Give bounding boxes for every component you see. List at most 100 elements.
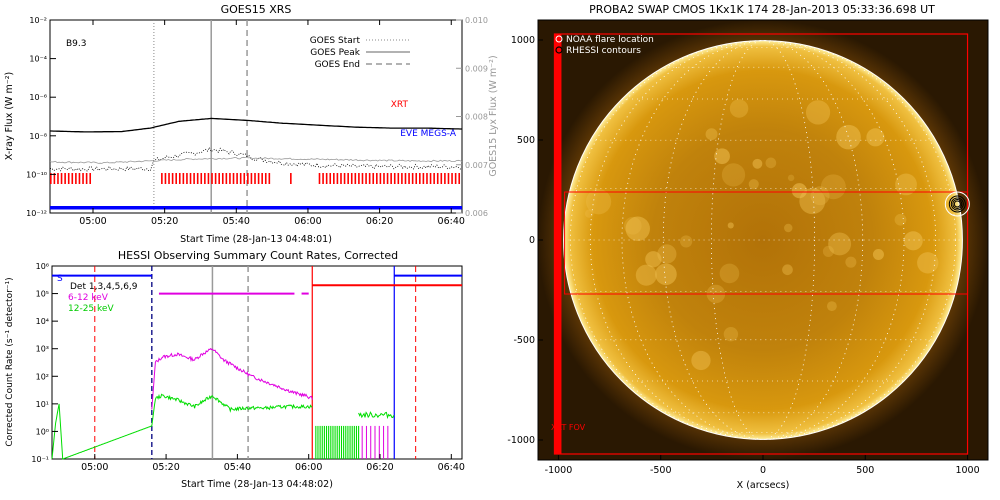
- sun-active-region: [719, 263, 740, 284]
- goes-legend-start: GOES Start: [310, 36, 361, 46]
- hessi-y-tick-label: 10¹: [36, 400, 49, 409]
- goes-class-label: B9.3: [66, 39, 87, 49]
- goes-xrt-bar-3: [426, 173, 428, 184]
- goes-xrt-bar-1: [268, 173, 271, 184]
- goes-xrt-bar-3: [401, 173, 403, 184]
- sun-active-region: [584, 209, 594, 218]
- goes-x-tick-label: 06:40: [438, 216, 465, 227]
- goes-xrt-bar-3: [383, 173, 385, 184]
- goes-y-ticks: 10⁻¹² 10⁻¹⁰ 10⁻⁸ 10⁻⁶ 10⁻⁴ 10⁻²: [26, 16, 56, 218]
- goes-panel: GOES15 XRS B9.3 GOES Start GOES Peak GOE…: [4, 3, 499, 245]
- goes-y-tick-label: 10⁻¹⁰: [26, 170, 47, 179]
- sun-active-region: [836, 124, 861, 150]
- hessi-xlabel: Start Time (28-Jan-13 04:48:02): [181, 479, 333, 490]
- goes-xrt-bar-0: [64, 173, 66, 184]
- rhessi-contour: [953, 200, 961, 208]
- goes-xrt-bar-1: [232, 173, 235, 184]
- hessi-series-0: [151, 347, 313, 410]
- goes-xrt-bar-1: [239, 173, 242, 184]
- sun-active-region: [787, 174, 795, 182]
- hessi-legend-6-12: 6-12 keV: [68, 293, 109, 303]
- goes-xrt-bar-3: [440, 173, 443, 184]
- goes-eve-bar-0: [50, 206, 462, 210]
- goes-xrt-bar-1: [236, 173, 238, 184]
- goes-xrt-bar-1: [207, 173, 210, 184]
- sun-active-region: [714, 148, 730, 165]
- sun-active-region: [721, 163, 746, 187]
- sun-active-region: [625, 216, 650, 241]
- goes-xrt-bar-3: [454, 173, 457, 184]
- sun-longitude-line: [589, 40, 937, 440]
- goes-xrt-bar-1: [171, 173, 174, 184]
- goes-xrt-bar-0: [75, 173, 77, 184]
- goes-xrt-label: XRT: [391, 100, 409, 110]
- sun-longitude-line: [711, 40, 815, 440]
- noaa-flare-marker: [944, 191, 970, 217]
- swap-legend-noaa: NOAA flare location: [566, 35, 654, 45]
- rhessi-contour: [950, 197, 964, 211]
- swap-legend-rhessi: RHESSI contours: [566, 46, 641, 56]
- sun-active-region: [866, 128, 885, 147]
- swap-xlabel: X (arcsecs): [737, 480, 790, 491]
- goes-xrt-bar-3: [447, 173, 450, 184]
- goes-xrt-bar-3: [451, 173, 453, 184]
- sun-active-region: [723, 326, 739, 342]
- hessi-y-tick-label: 10⁻¹: [31, 455, 49, 464]
- goes-content: [49, 20, 463, 213]
- goes-x-tick-label: 06:00: [294, 216, 321, 227]
- swap-xrt-fov-label: XRT FOV: [551, 423, 586, 432]
- hessi-ylabel: Corrected Count Rate (s⁻¹ detector⁻¹): [5, 277, 15, 446]
- goes-legend-peak: GOES Peak: [310, 48, 360, 58]
- swap-x-tick-label: 500: [856, 465, 874, 476]
- goes-y-tick-label: 10⁻¹²: [26, 209, 47, 218]
- goes-xrt-bar-1: [214, 173, 217, 184]
- hessi-y-tick-label: 10³: [36, 345, 49, 354]
- sun-longitude-line: [570, 40, 956, 440]
- swap-image: [538, 20, 988, 460]
- sun-active-region: [727, 222, 734, 229]
- goes-y-tick-right-label: 0.009: [465, 64, 488, 73]
- sun-active-region: [752, 158, 763, 169]
- goes-xrt-bar-2: [290, 173, 292, 184]
- goes-xrt-bar-3: [408, 173, 410, 184]
- goes-xrt-bar-1: [257, 173, 260, 184]
- goes-xrt-bar-1: [225, 173, 228, 184]
- sun-active-region: [826, 301, 837, 312]
- goes-xrt-bar-1: [218, 173, 220, 184]
- hessi-y-tick-label: 10⁵: [36, 290, 49, 299]
- goes-xrt-bar-3: [361, 173, 364, 184]
- sun-active-region: [805, 100, 831, 125]
- swap-y-tick-label: 0: [529, 235, 535, 246]
- hessi-series-1: [51, 393, 313, 460]
- swap-x-tick-label: 1000: [955, 465, 979, 476]
- goes-y-tick-right-label: 0.006: [465, 209, 488, 218]
- hessi-content: [51, 266, 462, 460]
- goes-x-ticks: 05:00 05:20 05:40 06:00 06:20 06:40: [79, 20, 465, 227]
- goes-xrt-bar-3: [422, 173, 425, 184]
- swap-legend-noaa-marker: [555, 35, 563, 43]
- goes-xrt-bar-0: [82, 173, 84, 184]
- swap-y-tick-label: -1000: [507, 435, 535, 446]
- hessi-y-ticks: 10⁻¹ 10⁰ 10¹ 10² 10³ 10⁴ 10⁵ 10⁶: [31, 262, 58, 464]
- sun-active-region: [784, 223, 793, 233]
- goes-xrt-bar-3: [393, 173, 396, 184]
- goes-xrt-bar-1: [247, 173, 249, 184]
- goes-xrt-bar-0: [85, 173, 88, 184]
- goes-xrt-bar-0: [57, 173, 59, 184]
- goes-x-tick-label: 05:00: [79, 216, 106, 227]
- hessi-y-tick-label: 10⁰: [36, 427, 49, 436]
- swap-legend-rhessi-marker: [555, 46, 563, 54]
- hessi-green-tail: [358, 411, 395, 420]
- goes-xrt-bar-3: [343, 173, 346, 184]
- xrt-fov-left-edge: [554, 34, 562, 454]
- goes-xrt-bar-3: [365, 173, 367, 184]
- goes-xrt-bar-0: [53, 173, 56, 184]
- swap-y-tick-label: 500: [517, 135, 535, 146]
- goes-legend-end: GOES End: [315, 60, 360, 70]
- sun-active-region: [791, 183, 807, 199]
- hessi-y-tick-label: 10⁶: [36, 262, 49, 271]
- goes-xrt-bar-1: [264, 173, 267, 184]
- swap-y-ticks: -1000 -500 0 500 1000: [507, 35, 543, 446]
- swap-x-tick-label: 0: [760, 465, 766, 476]
- goes-xrt-bar-3: [411, 173, 414, 184]
